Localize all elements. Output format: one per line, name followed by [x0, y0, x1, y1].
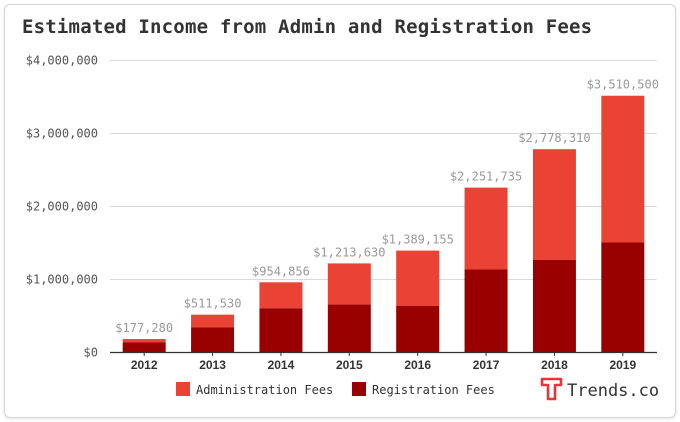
chart-title: Estimated Income from Admin and Registra…	[22, 16, 593, 38]
bar-administration-fees	[464, 187, 508, 270]
bar-registration-fees	[532, 260, 576, 352]
legend: Administration Fees Registration Fees	[176, 382, 495, 397]
total-label: $2,778,310	[518, 131, 590, 145]
bars	[122, 95, 645, 352]
total-labels: $177,280 $511,530 $954,856$1,213,630$1,389…	[115, 78, 659, 335]
total-label: $3,510,500	[587, 78, 659, 92]
bar-registration-fees	[601, 242, 645, 352]
bar-registration-fees	[122, 342, 166, 352]
x-tick-label: 2015	[336, 358, 363, 372]
legend-label: Administration Fees	[196, 383, 333, 397]
bar-registration-fees	[464, 269, 508, 352]
y-tick-label: $2,000,000	[26, 200, 98, 214]
bar-administration-fees	[396, 250, 440, 307]
x-tick-label: 2018	[541, 358, 568, 372]
x-tick-label: 2014	[268, 358, 295, 372]
legend-swatch	[176, 382, 190, 396]
y-tick-label: $4,000,000	[26, 54, 98, 68]
trends-t-logo-icon	[540, 377, 563, 401]
brand-logo: Trends.co	[540, 377, 659, 401]
legend-swatch	[352, 382, 366, 396]
bar-administration-fees	[327, 263, 371, 305]
total-label: $1,389,155	[382, 233, 454, 247]
total-label: $2,251,735	[450, 170, 522, 184]
bar-registration-fees	[191, 327, 235, 352]
x-axis: 2012 2013 2014 2015 2016 2017 2018 2019	[131, 352, 636, 372]
bar-administration-fees	[532, 149, 576, 261]
total-label: $954,856	[252, 264, 310, 278]
total-label: $1,213,630	[313, 245, 385, 259]
bar-administration-fees	[601, 95, 645, 243]
y-tick-label: $3,000,000	[26, 127, 98, 141]
y-tick-label: $1,000,000	[26, 273, 98, 287]
x-tick-label: 2016	[404, 358, 431, 372]
total-label: $511,530	[184, 297, 242, 311]
x-tick-label: 2012	[131, 358, 158, 372]
bar-registration-fees	[396, 306, 440, 352]
bar-administration-fees	[122, 339, 166, 343]
x-tick-label: 2019	[609, 358, 636, 372]
bar-registration-fees	[259, 308, 303, 352]
bar-administration-fees	[259, 282, 303, 309]
x-tick-label: 2017	[473, 358, 500, 372]
x-tick-label: 2013	[199, 358, 226, 372]
bar-administration-fees	[191, 314, 235, 328]
logo-text: Trends.co	[567, 381, 659, 401]
legend-label: Registration Fees	[372, 383, 495, 397]
y-axis-ticks: $0 $1,000,000 $2,000,000 $3,000,000 $4,000,0…	[26, 54, 98, 360]
total-label: $177,280	[115, 321, 173, 335]
bar-registration-fees	[327, 304, 371, 352]
y-tick-label: $0	[84, 346, 98, 360]
